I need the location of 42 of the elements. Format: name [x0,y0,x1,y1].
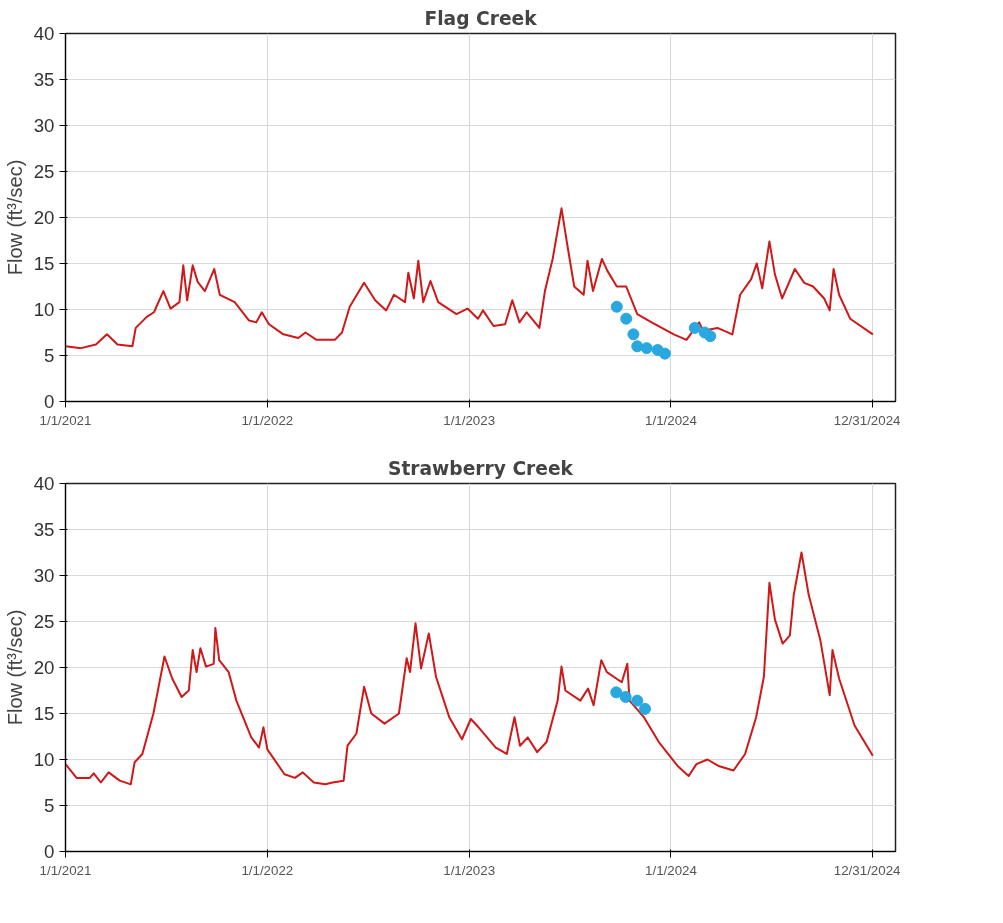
y-tick-label: 35 [33,519,55,540]
y-tick-label: 40 [33,473,55,494]
point [631,340,644,353]
point [704,330,717,343]
y-tick-label: 20 [33,207,55,228]
point [640,342,653,355]
y-axis-title: Flow (ft³/sec) [3,609,26,726]
point [627,328,640,341]
x-tick-label: 1/1/2024 [645,412,698,428]
point [620,312,633,325]
y-tick-label: 15 [33,703,55,724]
y-tick-label: 0 [44,391,55,412]
y-tick-label: 20 [33,657,55,678]
x-tick-label: 12/31/2024 [833,412,902,428]
y-tick-label: 40 [33,23,55,44]
x-tick-label: 1/1/2023 [443,862,496,878]
point [688,321,701,334]
chart-title: Flag Creek [424,7,538,29]
y-tick-label: 30 [33,565,55,586]
y-tick-label: 10 [33,749,55,770]
point [658,347,671,360]
x-tick-label: 1/1/2024 [645,862,698,878]
x-tick-label: 12/31/2024 [833,862,902,878]
x-tick-label: 1/1/2022 [241,412,294,428]
y-axis-title: Flow (ft³/sec) [3,159,26,276]
line-series [65,551,874,786]
y-tick-label: 25 [33,161,55,182]
y-tick-label: 15 [33,253,55,274]
y-tick-label: 35 [33,69,55,90]
x-tick-label: 1/1/2023 [443,412,496,428]
x-tick-label: 1/1/2021 [39,862,92,878]
y-tick-label: 0 [44,841,55,862]
y-tick-label: 5 [44,345,55,366]
y-tick-label: 10 [33,299,55,320]
y-tick-label: 25 [33,611,55,632]
x-tick-label: 1/1/2021 [39,412,92,428]
y-tick-label: 30 [33,115,55,136]
point [610,300,623,313]
x-tick-label: 1/1/2022 [241,862,294,878]
line-series [65,207,874,350]
chart-title: Strawberry Creek [387,457,574,479]
y-tick-label: 5 [44,795,55,816]
